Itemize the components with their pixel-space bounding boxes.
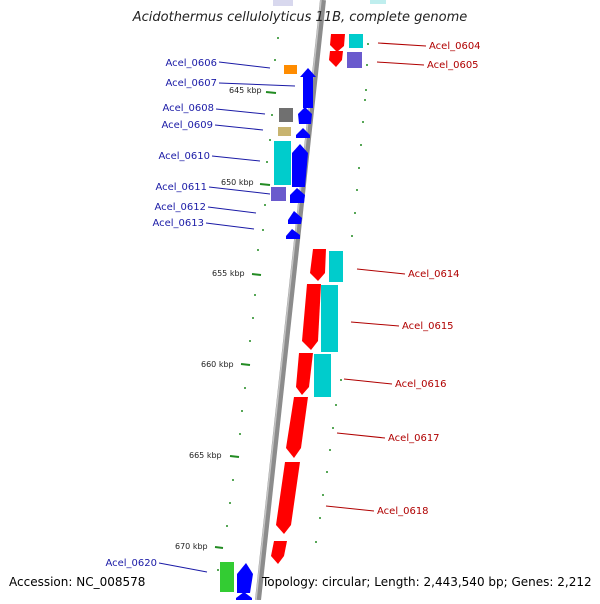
forward-strand-features xyxy=(220,65,316,600)
inner-guide-dots xyxy=(315,43,369,543)
top-partial-feature xyxy=(273,0,293,6)
scale-tick xyxy=(229,455,240,458)
feature-acel-0616-cyan xyxy=(314,354,331,397)
label-acel-0605: Acel_0605 xyxy=(427,60,479,71)
feature-acel-0612 xyxy=(288,211,302,224)
feature-acel-0615 xyxy=(302,284,321,350)
genome-summary-text: Topology: circular; Length: 2,443,540 bp… xyxy=(262,575,592,589)
feature-acel-0604 xyxy=(330,34,345,52)
feature-acel-0611-slate xyxy=(271,187,286,201)
feature-acel-0605-slate xyxy=(347,52,362,68)
left-gene-labels: Acel_0606 Acel_0607 Acel_0608 Acel_0609 … xyxy=(105,58,296,573)
feature-acel-0604-cyan xyxy=(349,34,363,48)
scale-tick xyxy=(214,546,224,549)
scale-tick xyxy=(259,183,271,186)
feature-acel-0608 xyxy=(298,107,312,124)
label-acel-0618: Acel_0618 xyxy=(377,506,429,517)
feature-acel-0613 xyxy=(286,229,300,239)
label-acel-0610: Acel_0610 xyxy=(158,151,210,162)
scale-tick xyxy=(265,91,277,94)
right-gene-labels: Acel_0604 Acel_0605 Acel_0614 Acel_0615 … xyxy=(325,41,481,517)
feature-acel-0608-gray xyxy=(279,108,293,122)
feature-acel-0609-olive xyxy=(278,127,291,136)
scale-label: 660 kbp xyxy=(201,360,234,369)
accession-text: Accession: NC_008578 xyxy=(9,575,146,589)
feature-acel-0620 xyxy=(237,563,253,593)
feature-acel-0618 xyxy=(276,462,300,534)
feature-acel-0606 xyxy=(284,65,297,74)
label-acel-0615: Acel_0615 xyxy=(402,321,454,332)
feature-acel-0611 xyxy=(290,188,305,203)
label-acel-0613: Acel_0613 xyxy=(152,218,204,229)
feature-acel-0605 xyxy=(329,51,343,67)
feature-acel-0607 xyxy=(300,68,316,108)
scale-tick xyxy=(251,273,262,276)
scale-label: 645 kbp xyxy=(229,86,262,95)
label-acel-0620: Acel_0620 xyxy=(105,558,157,569)
label-acel-0614: Acel_0614 xyxy=(408,269,460,280)
scale-markers: 645 kbp 650 kbp 655 kbp 660 kbp 665 kbp … xyxy=(175,86,277,551)
label-acel-0611: Acel_0611 xyxy=(155,182,207,193)
feature-acel-0615-cyan xyxy=(321,285,338,352)
feature-acel-0614 xyxy=(310,249,326,281)
feature-acel-0616 xyxy=(296,353,313,395)
outer-guide-dots xyxy=(217,37,279,571)
feature-acel-0619 xyxy=(271,541,287,564)
feature-acel-0621 xyxy=(236,592,252,600)
label-acel-0604: Acel_0604 xyxy=(429,41,481,52)
reverse-strand-features xyxy=(271,34,363,564)
label-acel-0612: Acel_0612 xyxy=(154,202,206,213)
scale-label: 665 kbp xyxy=(189,451,222,460)
scale-label: 670 kbp xyxy=(175,542,208,551)
scale-tick xyxy=(240,363,251,366)
genome-title: Acidothermus cellulolyticus 11B, complet… xyxy=(132,10,468,25)
feature-acel-0620-green xyxy=(220,562,234,592)
feature-acel-0617 xyxy=(286,397,308,458)
feature-acel-0609 xyxy=(296,128,310,138)
scale-label: 655 kbp xyxy=(212,269,245,278)
feature-acel-0610-cyan xyxy=(274,141,291,185)
label-acel-0616: Acel_0616 xyxy=(395,379,447,390)
scale-label: 650 kbp xyxy=(221,178,254,187)
label-acel-0608: Acel_0608 xyxy=(162,103,214,114)
feature-acel-0610 xyxy=(292,144,308,187)
label-acel-0607: Acel_0607 xyxy=(165,78,217,89)
feature-acel-0614-cyan xyxy=(329,251,343,282)
label-acel-0606: Acel_0606 xyxy=(165,58,217,69)
label-acel-0609: Acel_0609 xyxy=(161,120,213,131)
top-partial-feature xyxy=(370,0,386,4)
label-acel-0617: Acel_0617 xyxy=(388,433,440,444)
